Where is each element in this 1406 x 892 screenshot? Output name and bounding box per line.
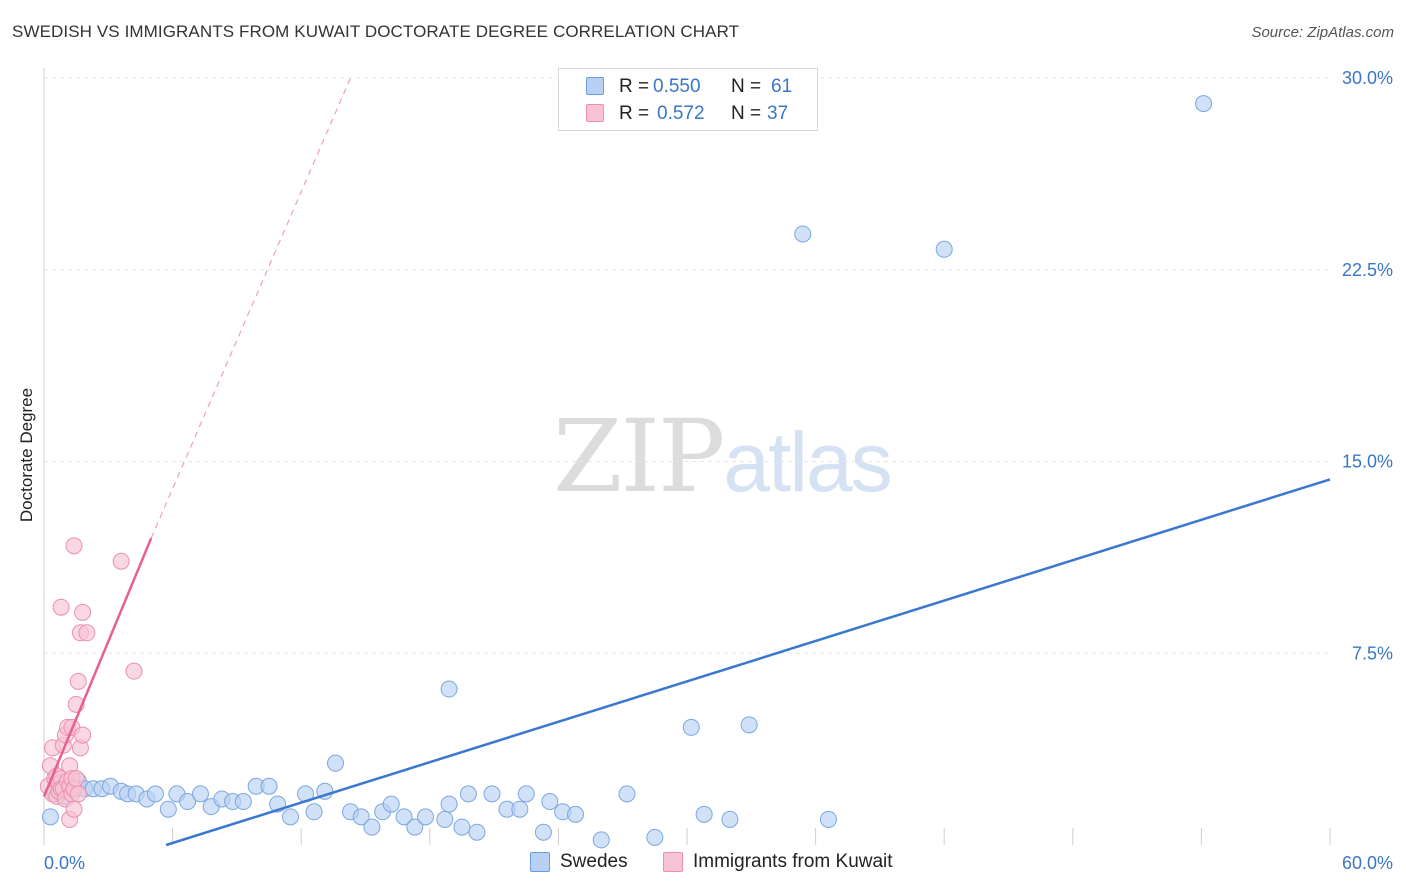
swedes-point [41, 808, 59, 826]
stats-r-label: R = [619, 102, 650, 124]
swedes-point [618, 785, 636, 803]
chart-legend: Swedes Immigrants from Kuwait [0, 851, 1406, 877]
stats-r-label: R = [619, 75, 650, 97]
swedes-point [159, 800, 177, 818]
swedes-point [417, 808, 435, 826]
stats-swatch-kuwait [586, 104, 604, 122]
swedes-point [1195, 95, 1213, 113]
stats-r-value: 0.572 [657, 102, 705, 124]
swedes-trendline [165, 478, 1331, 847]
kuwait-point [78, 624, 96, 642]
stats-r-value: 0.550 [653, 75, 701, 97]
swedes-point [395, 808, 413, 826]
kuwait-point [74, 603, 92, 621]
kuwait-point [74, 726, 92, 744]
stats-n-label: N = [731, 102, 762, 124]
kuwait-point [65, 800, 83, 818]
swedes-point [440, 795, 458, 813]
legend-swatch-kuwait [663, 852, 683, 872]
swedes-point [440, 680, 458, 698]
swedes-point [819, 810, 837, 828]
swedes-point [436, 810, 454, 828]
swedes-point [234, 793, 252, 811]
swedes-point [191, 785, 209, 803]
legend-label-kuwait: Immigrants from Kuwait [693, 851, 893, 872]
stats-n-value: 37 [767, 102, 789, 124]
stats-row-swedes: R = 0.550 N = 61 [559, 73, 817, 100]
legend-item-swedes[interactable]: Swedes [530, 851, 628, 873]
kuwait-point [67, 770, 85, 788]
y-tick-label: 22.5% [1342, 260, 1393, 280]
swedes-point [592, 831, 610, 849]
swedes-point [695, 805, 713, 823]
stats-swatch-swedes [586, 77, 604, 95]
swedes-point [406, 818, 424, 836]
swedes-point [352, 808, 370, 826]
kuwait-point [69, 672, 87, 690]
kuwait-point [52, 598, 70, 616]
kuwait-point [69, 785, 87, 803]
swedes-point [326, 754, 344, 772]
chart-title: SWEDISH VS IMMIGRANTS FROM KUWAIT DOCTOR… [12, 22, 740, 41]
kuwait-point [125, 662, 143, 680]
x-tick-label: 60.0% [1342, 853, 1393, 873]
kuwait-trendline-extension [150, 77, 352, 539]
swedes-point [534, 823, 552, 841]
swedes-point [511, 800, 529, 818]
kuwait-point [65, 537, 83, 555]
swedes-point [260, 777, 278, 795]
swedes-point [541, 793, 559, 811]
legend-swatch-swedes [530, 852, 550, 872]
kuwait-point [112, 552, 130, 570]
swedes-point [146, 785, 164, 803]
swedes-point [721, 810, 739, 828]
swedes-point [567, 805, 585, 823]
y-tick-label: 15.0% [1342, 452, 1393, 472]
legend-item-kuwait[interactable]: Immigrants from Kuwait [663, 851, 893, 873]
swedes-point [935, 240, 953, 258]
swedes-point [740, 716, 758, 734]
zipatlas-watermark: ZIPatlas [553, 398, 893, 515]
y-tick-label: 7.5% [1352, 643, 1393, 663]
swedes-point [281, 808, 299, 826]
x-tick-label: 0.0% [44, 853, 85, 873]
kuwait-trendline [42, 537, 153, 797]
swedes-point [305, 803, 323, 821]
swedes-point [453, 818, 471, 836]
swedes-point [459, 785, 477, 803]
swedes-point [794, 225, 812, 243]
stats-row-kuwait: R = 0.572 N = 37 [559, 100, 817, 127]
swedes-point [363, 818, 381, 836]
swedes-point [468, 823, 486, 841]
swedes-point [382, 795, 400, 813]
swedes-point [179, 793, 197, 811]
watermark-zip: ZIP [553, 398, 725, 515]
swedes-point [517, 785, 535, 803]
swedes-point [646, 828, 664, 846]
y-tick-label: 30.0% [1342, 68, 1393, 88]
stats-n-value: 61 [771, 75, 793, 97]
swedes-point [682, 718, 700, 736]
chart-source: Source: ZipAtlas.com [1251, 24, 1394, 41]
legend-label-swedes: Swedes [560, 851, 628, 872]
stats-n-label: N = [731, 75, 762, 97]
stats-box: R = 0.550 N = 61 R = 0.572 N = 37 [558, 68, 818, 131]
swedes-point [483, 785, 501, 803]
